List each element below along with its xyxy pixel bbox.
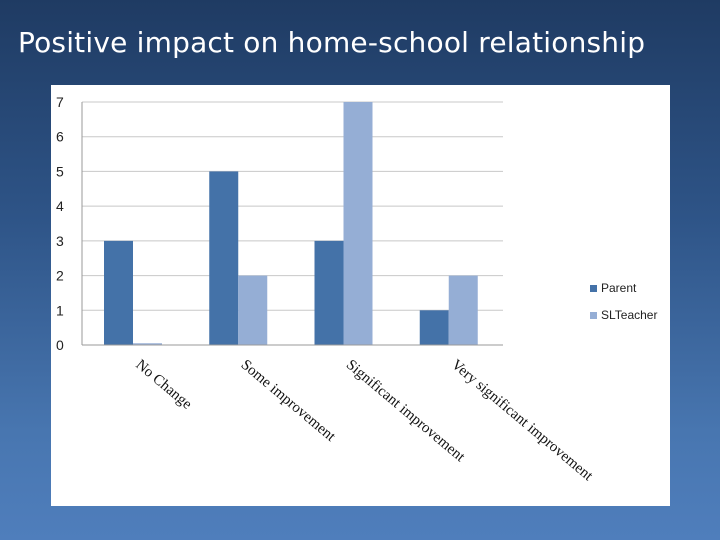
axes <box>81 102 503 346</box>
slide-title: Positive impact on home-school relations… <box>18 26 646 59</box>
y-tick-label: 3 <box>56 233 64 249</box>
legend-swatch-sl-teacher <box>590 312 597 319</box>
category-label: Some improvement <box>238 357 339 446</box>
y-tick-label: 5 <box>56 163 64 179</box>
y-tick-label: 1 <box>56 302 64 318</box>
bar-parent <box>314 240 344 345</box>
bar-parent <box>104 240 133 345</box>
y-tick-label: 2 <box>56 268 64 284</box>
category-label: Very significant improvement <box>448 357 596 485</box>
y-tick-label: 6 <box>56 129 64 145</box>
y-tick-label: 4 <box>56 198 64 214</box>
gridlines <box>82 101 503 311</box>
bar-sl-teacher <box>133 343 162 345</box>
bar-sl-teacher <box>448 275 478 345</box>
y-tick-label: 7 <box>56 94 64 110</box>
bar-parent <box>209 171 239 345</box>
y-tick-labels: 0 1 2 3 4 5 6 7 <box>56 94 64 353</box>
legend-swatch-parent <box>590 285 597 292</box>
category-label: Significant improvement <box>343 357 468 466</box>
bar-chart: 0 1 2 3 4 5 6 7 No Change Some improvement Signif… <box>56 94 657 485</box>
bar-parent <box>419 310 449 345</box>
bar-sl-teacher <box>343 102 373 345</box>
category-label: No Change <box>132 357 195 413</box>
bars <box>104 102 478 345</box>
legend-label-sl-teacher: SLTeacher <box>601 308 657 322</box>
legend-label-parent: Parent <box>601 281 637 295</box>
chart-panel: 0 1 2 3 4 5 6 7 No Change Some improvement Signif… <box>51 85 670 506</box>
y-tick-label: 0 <box>56 337 64 353</box>
bar-sl-teacher <box>238 275 268 345</box>
legend: Parent SLTeacher <box>590 281 657 322</box>
category-labels: No Change Some improvement Significant imp… <box>132 357 596 485</box>
